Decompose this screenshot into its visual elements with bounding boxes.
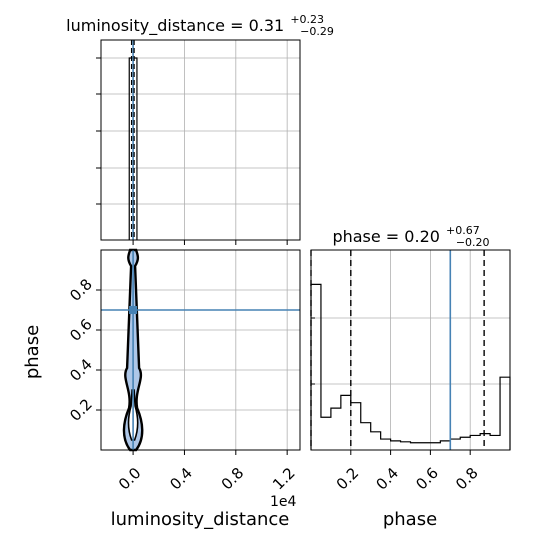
x-axis-label-luminosity-distance: luminosity_distance — [111, 509, 290, 530]
y-axis-label-phase: phase — [22, 325, 43, 379]
phase-panel-title: phase = 0.20 +0.67 −0.20 — [332, 219, 489, 249]
phase-title-main: phase = 0.20 — [332, 227, 439, 246]
phase-title-sup: +0.67 — [446, 224, 480, 237]
dl-title-main: luminosity_distance = 0.31 — [66, 16, 284, 36]
joint-ytick-label: 0.2 — [66, 395, 96, 425]
joint-xtick-label: 0.8 — [218, 464, 248, 494]
phase-xtick-label: 0.2 — [333, 464, 363, 494]
joint-xtick-label: 0.4 — [166, 464, 196, 494]
phase-xtick-label: 0.6 — [412, 464, 442, 494]
joint-xtick-label: 0.0 — [115, 464, 145, 494]
joint-panel: 0.2 0.4 0.6 0.8 0.0 0.4 0.8 1.2 — [66, 248, 301, 494]
dl-marginal-panel — [96, 39, 301, 245]
joint-ytick-label: 0.8 — [66, 275, 96, 305]
phase-marginal-panel: 0.2 0.4 0.6 0.8 — [310, 249, 511, 494]
dl-title-sub: −0.29 — [300, 25, 334, 38]
joint-panel-frame — [100, 249, 301, 451]
joint-xtick-label: 1.2 — [269, 464, 299, 494]
dl-panel-frame — [100, 39, 301, 241]
phase-panel-frame — [310, 249, 511, 451]
phase-histogram-step — [310, 283, 511, 450]
joint-truth-marker — [129, 306, 138, 314]
x-axis-offset-text: 1e4 — [270, 494, 297, 510]
joint-ytick-label: 0.4 — [66, 355, 96, 385]
phase-xtick-label: 0.8 — [452, 464, 482, 494]
dl-panel-title: luminosity_distance = 0.31 +0.23 −0.29 — [66, 8, 334, 38]
phase-title-sub: −0.20 — [456, 236, 490, 249]
x-axis-label-phase: phase — [383, 509, 437, 530]
joint-ytick-label: 0.6 — [66, 315, 96, 345]
dl-title-sup: +0.23 — [290, 13, 324, 26]
phase-xtick-label: 0.4 — [373, 464, 403, 494]
